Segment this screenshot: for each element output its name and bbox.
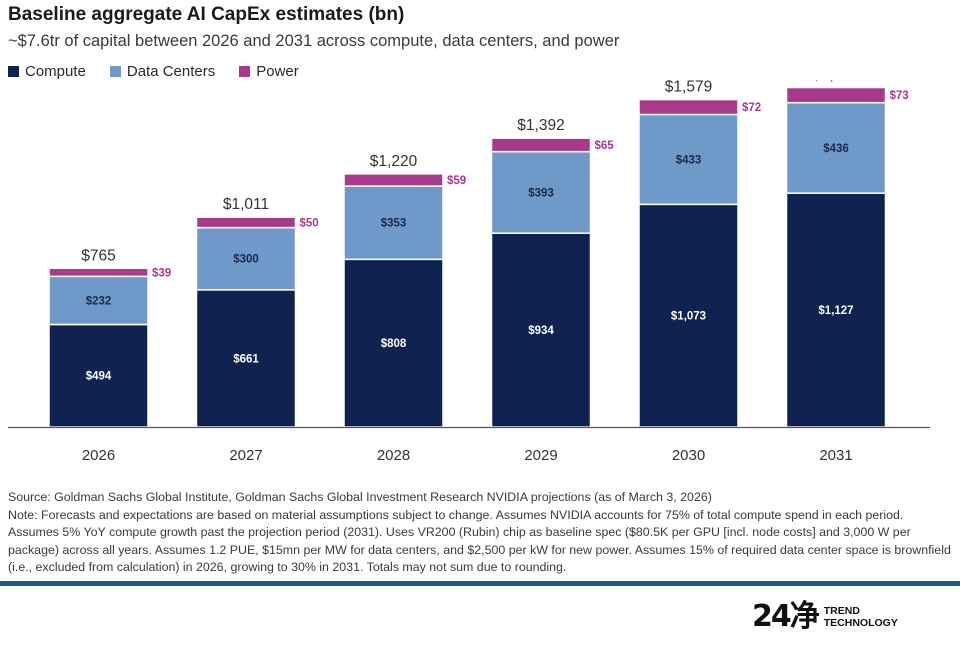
- bar-power-2031: [785, 86, 887, 104]
- data-label-data-centers-2027: $300: [233, 254, 259, 266]
- data-label-power-2029: $65: [595, 140, 615, 152]
- data-label-compute-2028: $808: [381, 338, 407, 350]
- legend-label-data-centers: Data Centers: [126, 63, 216, 80]
- chart-title: Baseline aggregate AI CapEx estimates (b…: [8, 4, 405, 25]
- data-label-data-centers-2029: $393: [528, 187, 554, 199]
- total-label-2030: $1,579: [665, 80, 712, 96]
- data-label-compute-2026: $494: [86, 371, 112, 383]
- watermark-text: TREND TECHNOLOGY: [824, 605, 898, 629]
- watermark-line2: TECHNOLOGY: [823, 617, 898, 629]
- x-tick-label-2030: 2030: [672, 447, 705, 464]
- x-tick-label-2029: 2029: [524, 447, 557, 464]
- legend-swatch-data-centers: [109, 66, 121, 77]
- bar-data-centers-2028: [343, 185, 444, 261]
- total-label-2028: $1,220: [370, 153, 418, 170]
- legend: Compute Data Centers Power: [8, 63, 299, 80]
- bar-compute-2026: [48, 323, 149, 428]
- bar-data-centers-2027: [195, 226, 297, 291]
- data-label-data-centers-2028: $353: [381, 218, 407, 230]
- chart-subtitle: ~$7.6tr of capital between 2026 and 2031…: [8, 32, 620, 50]
- x-tick-label-2028: 2028: [377, 447, 410, 464]
- total-label-2026: $765: [81, 247, 115, 264]
- source-note: Source: Goldman Sachs Global Institute, …: [8, 490, 712, 504]
- data-label-power-2026: $39: [152, 267, 171, 279]
- total-label-2029: $1,392: [517, 117, 564, 134]
- legend-item-power: Power: [239, 63, 299, 80]
- watermark-logo: 24净 TREND TECHNOLOGY: [752, 602, 898, 632]
- bar-compute-2028: [343, 258, 444, 428]
- bar-power-2027: [195, 216, 297, 229]
- legend-item-compute: Compute: [8, 63, 86, 80]
- data-label-compute-2027: $661: [233, 353, 259, 365]
- legend-label-power: Power: [256, 63, 299, 80]
- data-label-data-centers-2031: $436: [823, 143, 849, 155]
- x-tick-label-2031: 2031: [819, 447, 852, 464]
- x-tick-label-2026: 2026: [82, 447, 115, 464]
- legend-item-data-centers: Data Centers: [109, 63, 216, 80]
- legend-swatch-compute: [8, 66, 19, 77]
- bar-data-centers-2030: [638, 113, 739, 206]
- total-label-2027: $1,011: [223, 196, 269, 213]
- data-label-power-2030: $72: [742, 102, 761, 114]
- data-label-data-centers-2030: $433: [676, 154, 702, 166]
- bar-compute-2031: [785, 192, 887, 428]
- data-label-power-2027: $50: [300, 217, 319, 229]
- bar-data-centers-2026: [48, 275, 149, 326]
- footnotes: Source: Goldman Sachs Global Institute, …: [8, 489, 956, 577]
- bar-power-2026: [48, 267, 149, 278]
- footer-rule: [0, 581, 960, 586]
- data-label-power-2031: $73: [890, 90, 909, 102]
- bar-data-centers-2029: [490, 150, 592, 234]
- data-label-compute-2031: $1,127: [818, 305, 853, 317]
- data-label-compute-2030: $1,073: [671, 311, 706, 323]
- watermark-line1: TREND: [823, 605, 860, 617]
- bar-power-2028: [343, 173, 444, 187]
- data-label-power-2028: $59: [447, 175, 466, 187]
- legend-label-compute: Compute: [25, 63, 86, 80]
- total-label-2031: $1,636: [812, 80, 859, 84]
- watermark-mark: 24净: [752, 599, 820, 634]
- legend-swatch-power: [239, 66, 251, 77]
- bar-power-2029: [490, 137, 592, 153]
- stacked-bar-chart: $494 $232 $39 $765 2026 $661 $300 $50 $1,011 2027…: [8, 80, 930, 464]
- x-tick-label-2027: 2027: [229, 447, 262, 464]
- bar-data-centers-2031: [785, 101, 887, 194]
- data-label-data-centers-2026: $232: [86, 295, 112, 307]
- assumptions-note: Note: Forecasts and expectations are bas…: [8, 507, 951, 575]
- bar-power-2030: [638, 98, 739, 116]
- data-label-compute-2029: $934: [528, 325, 554, 337]
